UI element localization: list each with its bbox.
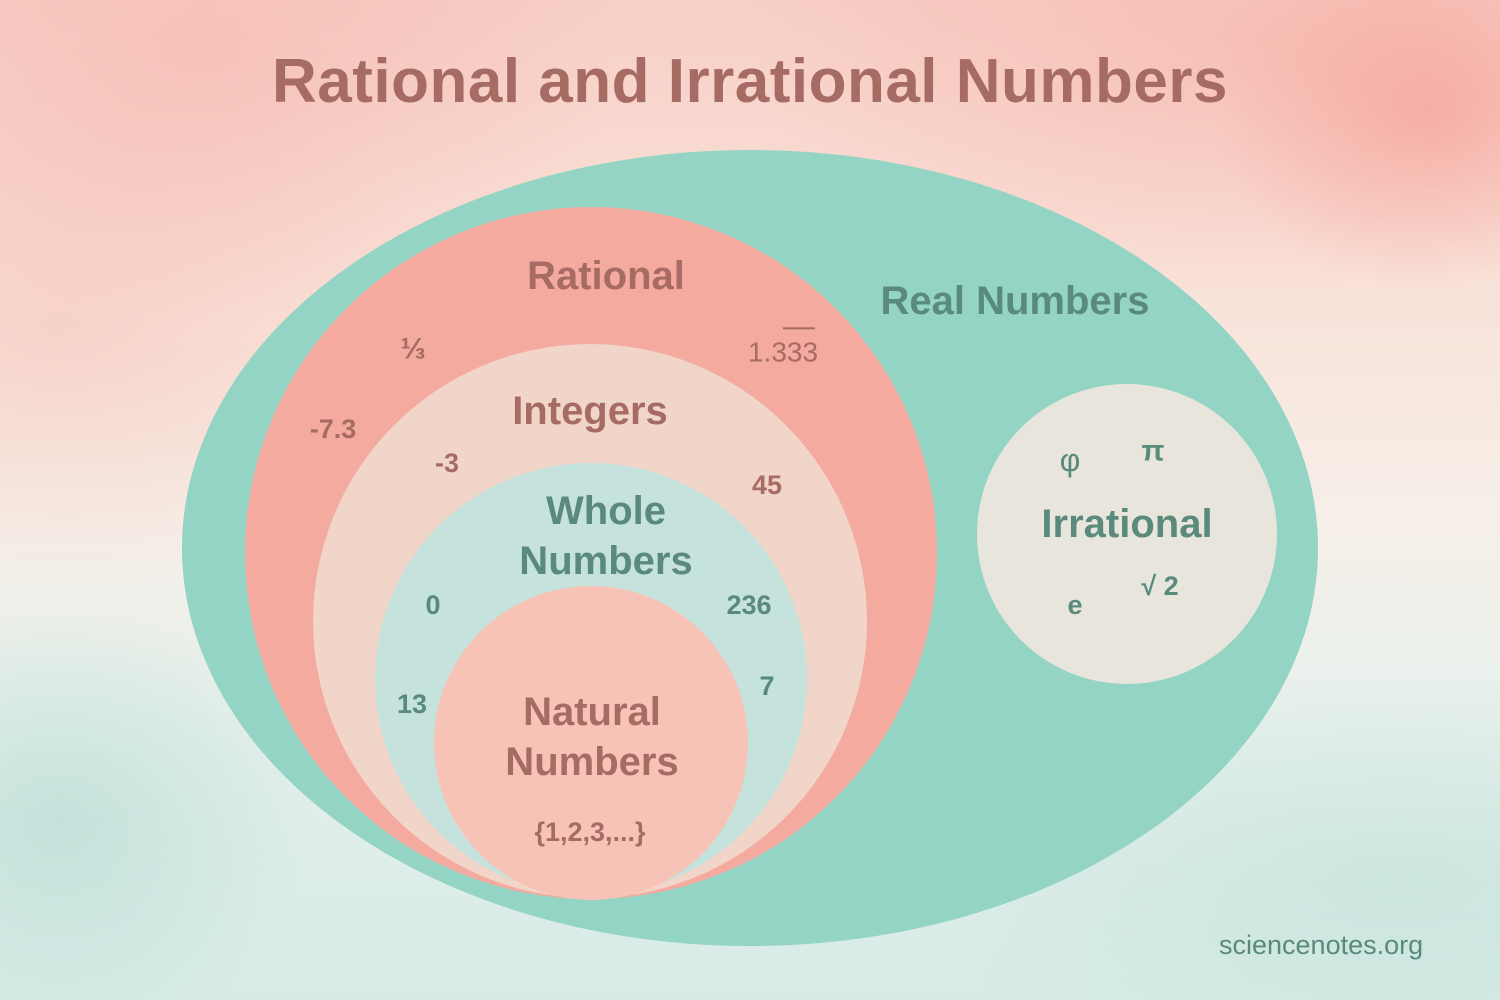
whole-example-13: 13 <box>396 688 428 719</box>
rational-label: Rational <box>527 254 685 298</box>
source-credit: sciencenotes.org <box>1219 930 1424 960</box>
repeating-bar <box>783 327 816 330</box>
whole-numbers-label-line2: Numbers <box>519 539 693 583</box>
whole-example-236: 236 <box>726 589 772 620</box>
whole-numbers-label-line1: Whole <box>546 489 666 533</box>
natural-numbers-label-line2: Numbers <box>505 740 679 784</box>
whole-numbers-label: Whole Numbers <box>519 490 692 582</box>
irrational-example-phi: φ <box>1059 442 1081 479</box>
real-numbers-label: Real Numbers <box>880 279 1150 323</box>
integer-example-neg-3: -3 <box>434 447 460 478</box>
irrational-example-pi: π <box>1141 434 1165 468</box>
irrational-example-e: e <box>1067 589 1083 620</box>
irrational-example-sqrt2: √ 2 <box>1141 570 1179 601</box>
irrational-label: Irrational <box>1041 502 1213 546</box>
natural-numbers-label: Natural Numbers <box>505 691 678 783</box>
repeating-decimal-text: 1.333 <box>747 336 819 368</box>
page-title: Rational and Irrational Numbers <box>271 47 1228 116</box>
natural-numbers-label-line1: Natural <box>523 690 661 734</box>
integer-example-45: 45 <box>751 469 783 500</box>
rational-example-repeating-decimal: 1.333 <box>747 327 819 368</box>
rational-example-one-third: ⅓ <box>400 332 426 366</box>
integers-label: Integers <box>512 389 668 433</box>
natural-example-set: {1,2,3,...} <box>534 816 646 847</box>
natural-numbers-circle <box>434 586 748 900</box>
whole-example-7: 7 <box>759 670 775 701</box>
whole-example-0: 0 <box>425 589 441 620</box>
rational-example-neg-7-3: -7.3 <box>309 413 357 444</box>
irrational-circle <box>977 384 1277 684</box>
